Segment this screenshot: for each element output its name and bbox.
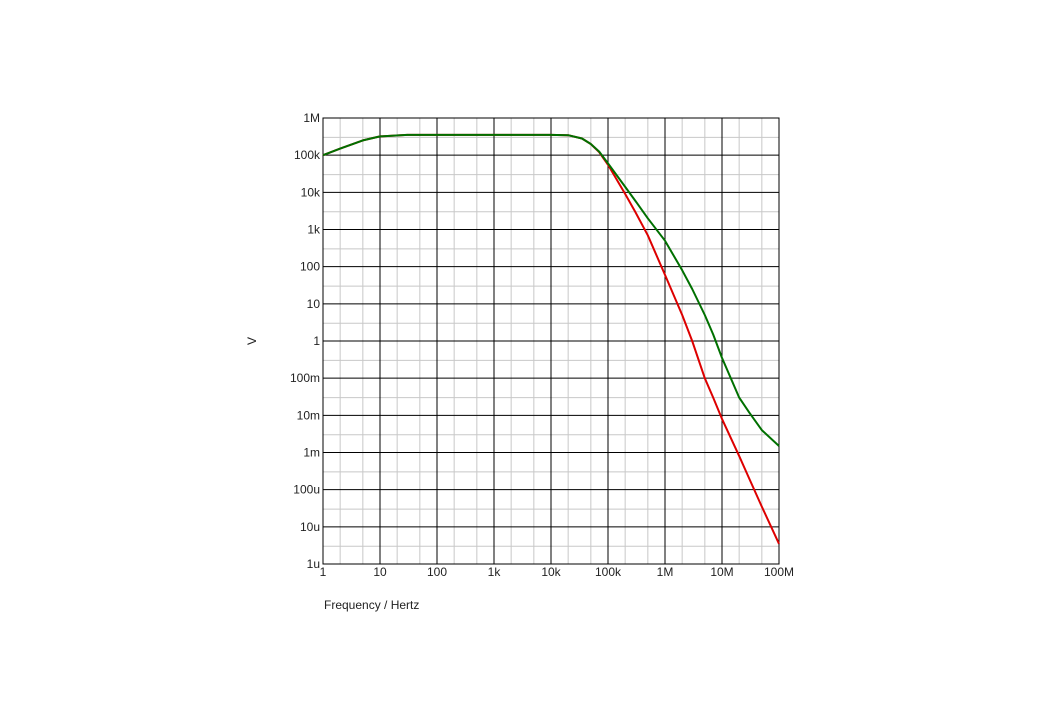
series-line-2 — [322, 133, 780, 447]
x-tick-label: 100k — [595, 565, 622, 579]
x-tick-label: 10k — [541, 565, 561, 579]
y-tick-label: 1 — [313, 334, 320, 348]
y-tick-label: 10 — [307, 297, 321, 311]
y-tick-label: 100 — [300, 260, 320, 274]
y-tick-label: 1u — [307, 557, 320, 571]
x-tick-label: 1k — [488, 565, 502, 579]
y-tick-label: 1k — [307, 223, 321, 237]
y-tick-labels: 1M 100k 10k 1k 100 10 1 100m 10m 1m 100u 10u 1u — [290, 111, 321, 571]
y-tick-label: 100m — [290, 371, 320, 385]
y-tick-label: 10m — [297, 408, 320, 422]
x-axis-title: Frequency / Hertz — [324, 598, 419, 612]
x-tick-label: 10M — [710, 565, 733, 579]
x-tick-label: 1M — [657, 565, 674, 579]
major-grid — [322, 117, 780, 565]
plot-frame — [322, 117, 780, 565]
y-tick-label: 1M — [303, 111, 320, 125]
x-tick-labels: 1 10 100 1k 10k 100k 1M 10M 100M — [320, 565, 794, 579]
y-axis-title: V — [245, 337, 259, 345]
series-layer — [322, 133, 780, 545]
x-tick-label: 10 — [373, 565, 387, 579]
x-tick-label: 100M — [764, 565, 794, 579]
x-tick-label: 100 — [427, 565, 447, 579]
x-tick-label: 1 — [320, 565, 327, 579]
y-tick-label: 100u — [293, 483, 320, 497]
y-tick-label: 100k — [294, 148, 321, 162]
y-tick-label: 10u — [300, 520, 320, 534]
y-tick-label: 1m — [303, 446, 320, 460]
y-tick-label: 10k — [301, 185, 321, 199]
